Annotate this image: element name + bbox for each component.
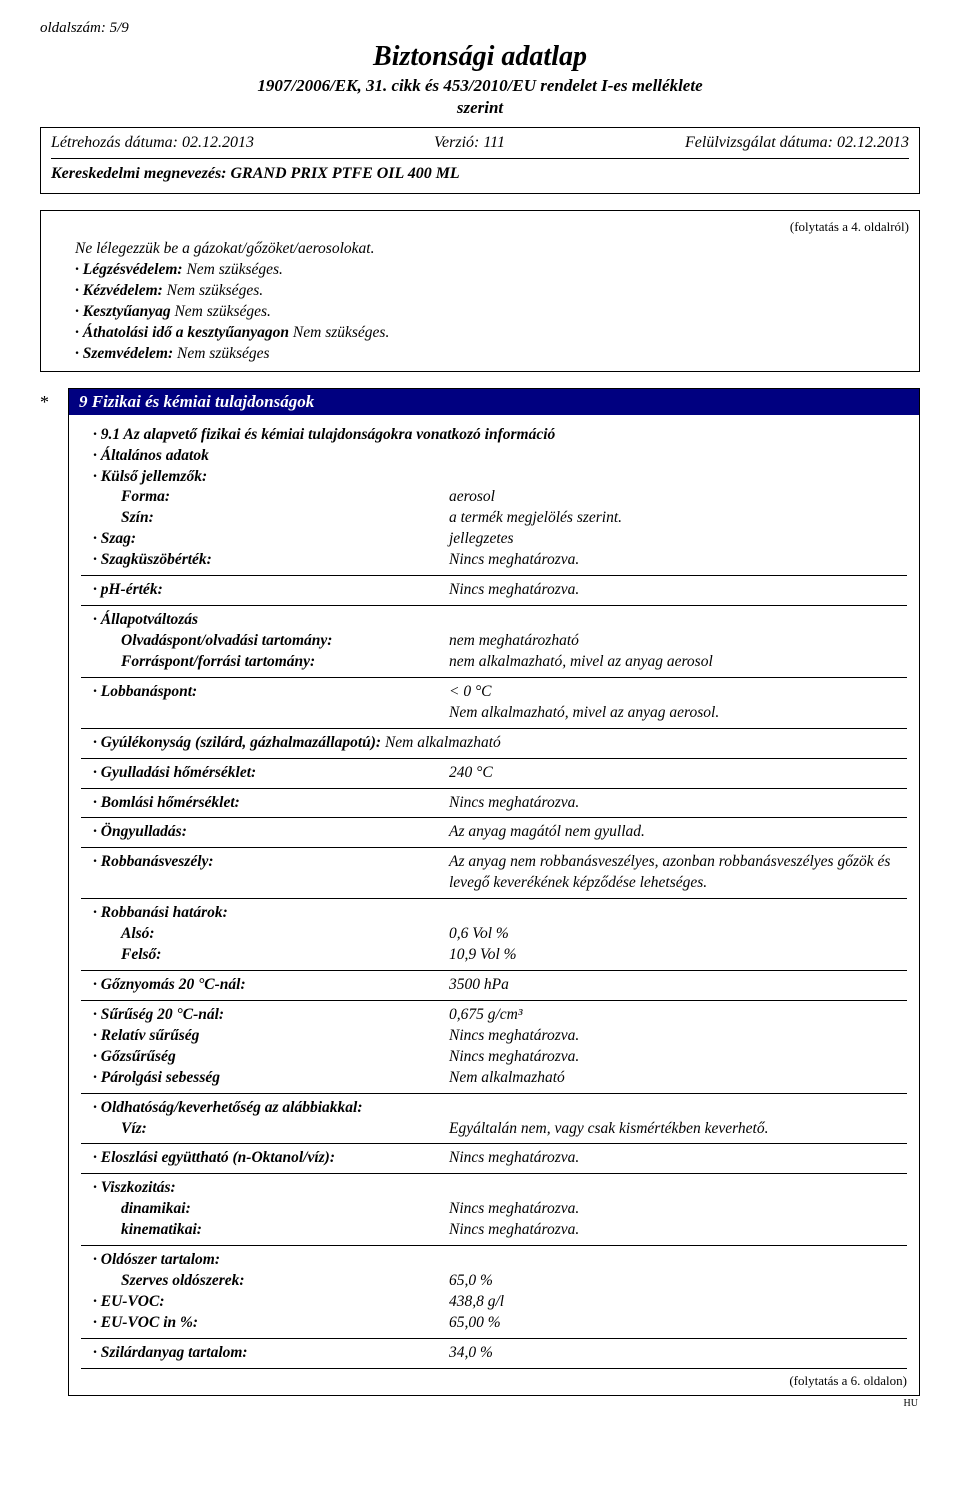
property-row: Alsó:0,6 Vol % [81,924,907,945]
protection-line: · Légzésvédelem: Nem szükséges. [51,260,909,281]
property-row: · Állapotváltozás [81,610,907,631]
property-row: · EU-VOC in %: 65,00 % [81,1313,907,1334]
property-row: · Relatív sűrűségNincs meghatározva. [81,1026,907,1047]
property-header: · Külső jellemzők: [81,467,907,488]
property-row: · Szagküszöbérték:Nincs meghatározva. [81,550,907,571]
protection-line: Ne lélegezzük be a gázokat/gőzöket/aeros… [51,239,909,260]
protection-line: · Szemvédelem: Nem szükséges [51,344,909,365]
property-row: · Gőznyomás 20 °C-nál:3500 hPa [81,975,907,996]
property-row: Olvadáspont/olvadási tartomány:nem megha… [81,631,907,652]
property-row: · Lobbanáspont:< 0 °C [81,682,907,703]
document-page: oldalszám: 5/9 Biztonsági adatlap 1907/2… [0,0,960,1439]
property-row: · Robbanási határok: [81,903,907,924]
property-row: Forma:aerosol [81,487,907,508]
created-date: Létrehozás dátuma: 02.12.2013 [51,134,254,152]
property-row: · Oldhatóság/keverhetőség az alábbiakkal… [81,1098,907,1119]
continued-from: (folytatás a 4. oldalról) [51,219,909,235]
property-row: · Robbanásveszély:Az anyag nem robbanásv… [81,852,907,894]
property-row: · Oldószer tartalom: [81,1250,907,1271]
header-box: Létrehozás dátuma: 02.12.2013 Verzió: 11… [40,127,920,194]
protection-line: · Áthatolási idő a kesztyűanyagon Nem sz… [51,323,909,344]
header-dates-row: Létrehozás dátuma: 02.12.2013 Verzió: 11… [51,134,909,152]
section-9-header: 9 Fizikai és kémiai tulajdonságok [69,389,919,415]
property-row: Felső:10,9 Vol % [81,945,907,966]
protection-line: · Kesztyűanyag Nem szükséges. [51,302,909,323]
section-9-frame: 9 Fizikai és kémiai tulajdonságok · 9.1 … [68,388,920,1396]
property-row: · pH-érték:Nincs meghatározva. [81,580,907,601]
property-header: · 9.1 Az alapvető fizikai és kémiai tula… [81,425,907,446]
property-row: Szerves oldószerek:65,0 % [81,1271,907,1292]
property-row: Forráspont/forrási tartomány:nem alkalma… [81,652,907,673]
continued-to: (folytatás a 6. oldalon) [81,1373,907,1389]
header-divider [51,158,909,159]
property-row: · GőzsűrűségNincs meghatározva. [81,1047,907,1068]
property-row: Szín:a termék megjelölés szerint. [81,508,907,529]
property-row: dinamikai:Nincs meghatározva. [81,1199,907,1220]
property-row: · Szag:jellegzetes [81,529,907,550]
property-row: Víz:Egyáltalán nem, vagy csak kismértékb… [81,1119,907,1140]
property-row: · Szilárdanyag tartalom:34,0 % [81,1343,907,1364]
property-row: · Sűrűség 20 °C-nál:0,675 g/cm³ [81,1005,907,1026]
hu-mark: HU [40,1398,920,1409]
property-row: · EU-VOC:438,8 g/l [81,1292,907,1313]
section-9-body: · 9.1 Az alapvető fizikai és kémiai tula… [69,415,919,1395]
document-subtitle-1: 1907/2006/EK, 31. cikk és 453/2010/EU re… [40,75,920,97]
property-row: · Bomlási hőmérséklet:Nincs meghatározva… [81,793,907,814]
pre-section-box: (folytatás a 4. oldalról) Ne lélegezzük … [40,210,920,372]
property-row: · Eloszlási együttható (n-Oktanol/víz):N… [81,1148,907,1169]
property-row: · Párolgási sebességNem alkalmazható [81,1068,907,1089]
property-header: · Általános adatok [81,446,907,467]
trade-name: Kereskedelmi megnevezés: GRAND PRIX PTFE… [51,165,909,183]
section-star: * [40,388,68,413]
version-label: Verzió: 111 [434,134,505,152]
revised-date: Felülvizsgálat dátuma: 02.12.2013 [685,134,909,152]
property-row: · Viszkozitás: [81,1178,907,1199]
protection-line: · Kézvédelem: Nem szükséges. [51,281,909,302]
property-row: · Öngyulladás:Az anyag magától nem gyull… [81,822,907,843]
document-title: Biztonsági adatlap [40,41,920,73]
page-number: oldalszám: 5/9 [40,20,920,37]
property-row: kinematikai:Nincs meghatározva. [81,1220,907,1241]
property-row: · Gyúlékonyság (szilárd, gázhalmazállapo… [81,733,907,754]
property-row: Nem alkalmazható, mivel az anyag aerosol… [81,703,907,724]
document-subtitle-2: szerint [40,97,920,119]
property-row: · Gyulladási hőmérséklet:240 °C [81,763,907,784]
